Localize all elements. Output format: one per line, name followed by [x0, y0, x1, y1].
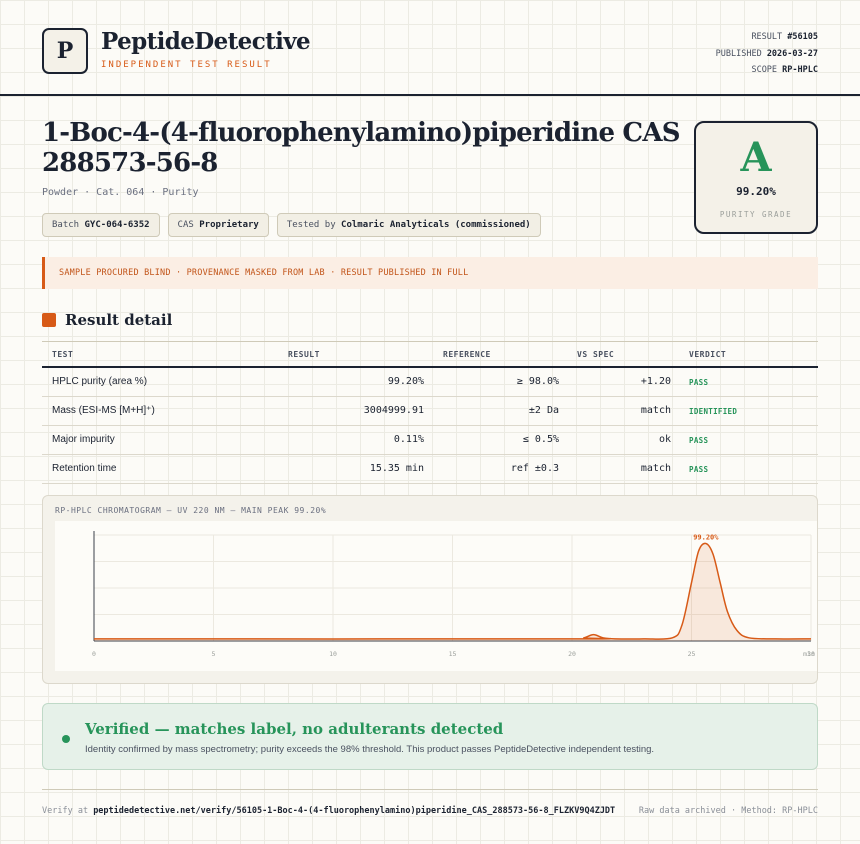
cell-test: Major impurity	[52, 434, 115, 445]
verified-title: Verified — matches label, no adulterants…	[85, 720, 504, 738]
cell-test: Mass (ESI-MS [M+H]⁺)	[52, 405, 155, 416]
cell-verdict: IDENTIFIED	[689, 407, 738, 416]
section-title: Result detail	[65, 311, 173, 329]
cell-test: HPLC purity (area %)	[52, 376, 148, 387]
verified-text: Identity confirmed by mass spectrometry;…	[85, 744, 655, 755]
chip-cas: CAS Proprietary	[167, 213, 269, 237]
product-title: 1-Boc-4-(4-fluorophenylamino)piperidine …	[42, 118, 680, 178]
cell-verdict: PASS	[689, 465, 709, 474]
table-row: Retention time 15.35 min ref ±0.3 match …	[42, 455, 818, 484]
blind-sample-notice: SAMPLE PROCURED BLIND · PROVENANCE MASKE…	[42, 257, 818, 289]
peak-label: 99.20%	[693, 533, 719, 541]
th-verdict: VERDICT	[689, 350, 727, 359]
chromatogram-panel: RP-HPLC CHROMATOGRAM — UV 220 NM — MAIN …	[42, 495, 818, 684]
x-tick-label: 25	[688, 650, 696, 658]
meta-published: PUBLISHED 2026-03-27	[715, 48, 818, 59]
chart-title: RP-HPLC CHROMATOGRAM — UV 220 NM — MAIN …	[55, 506, 327, 515]
cell-result: 15.35 min	[369, 463, 424, 474]
grade-letter: A	[740, 134, 772, 181]
x-tick-label: 5	[212, 650, 216, 658]
cell-verdict: PASS	[689, 378, 709, 387]
cell-test: Retention time	[52, 463, 117, 474]
purity-grade-card: A 99.20% PURITY GRADE	[694, 121, 818, 234]
brand-logo: P	[42, 28, 88, 74]
chip-batch: Batch GYC-064-6352	[42, 213, 160, 237]
cell-vs-spec: ok	[658, 434, 671, 445]
meta-result: RESULT #56105	[751, 32, 818, 42]
cell-result: 3004999.91	[363, 405, 424, 416]
series-line	[93, 542, 812, 640]
verified-dot-icon	[62, 735, 70, 743]
table-row: HPLC purity (area %) 99.20% ≥ 98.0% +1.2…	[42, 368, 818, 397]
grade-value: 99.20%	[736, 185, 776, 198]
cell-vs-spec: +1.20	[640, 376, 671, 387]
x-unit-label: min	[803, 650, 815, 658]
table-row: Mass (ESI-MS [M+H]⁺) 3004999.91 ±2 Da ma…	[42, 397, 818, 426]
cell-vs-spec: match	[640, 405, 671, 416]
verify-label: Verify at	[42, 806, 89, 816]
x-tick-label: 0	[92, 650, 96, 658]
report-footer: Verify at peptidedetective.net/verify/56…	[42, 789, 818, 829]
cell-reference: ref ±0.3	[510, 463, 559, 474]
x-tick-label: 10	[329, 650, 337, 658]
brand-tagline: INDEPENDENT TEST RESULT	[101, 60, 272, 70]
verify-url[interactable]: peptidedetective.net/verify/56105-1-Boc-…	[93, 806, 616, 816]
cell-verdict: PASS	[689, 436, 709, 445]
x-tick-label: 30	[807, 650, 815, 658]
table-header: TEST RESULT REFERENCE VS SPEC VERDICT	[42, 341, 818, 368]
product-subtitle: Powder · Cat. 064 · Purity	[42, 187, 199, 198]
chip-tested-by: Tested by Colmaric Analyticals (commissi…	[276, 213, 541, 237]
brand-name: PeptideDetective	[101, 28, 311, 55]
section-marker-icon	[42, 313, 56, 327]
cell-result: 0.11%	[393, 434, 424, 445]
th-reference: REFERENCE	[443, 350, 491, 359]
cell-reference: ±2 Da	[528, 405, 559, 416]
cell-vs-spec: match	[640, 463, 671, 474]
x-tick-label: 15	[449, 650, 457, 658]
th-vs-spec: VS SPEC	[577, 350, 615, 359]
info-chips: Batch GYC-064-6352 CAS Proprietary Teste…	[42, 213, 541, 237]
cell-reference: ≥ 98.0%	[516, 376, 559, 387]
x-tick-label: 20	[568, 650, 576, 658]
report-meta: RESULT #56105 PUBLISHED 2026-03-27 SCOPE…	[716, 29, 818, 79]
table-row: Major impurity 0.11% ≤ 0.5% ok PASS	[42, 426, 818, 455]
th-result: RESULT	[288, 350, 320, 359]
meta-scope: SCOPE RP-HPLC	[751, 65, 818, 75]
verified-banner: Verified — matches label, no adulterants…	[42, 703, 818, 770]
footer-method: Raw data archived · Method: RP-HPLC	[638, 806, 818, 816]
report-header: P PeptideDetective INDEPENDENT TEST RESU…	[0, 0, 860, 96]
cell-reference: ≤ 0.5%	[522, 434, 559, 445]
plot-background	[55, 521, 817, 671]
result-table: TEST RESULT REFERENCE VS SPEC VERDICT HP…	[42, 341, 818, 484]
grade-label: PURITY GRADE	[719, 210, 793, 219]
cell-result: 99.20%	[387, 376, 424, 387]
th-test: TEST	[52, 350, 74, 359]
